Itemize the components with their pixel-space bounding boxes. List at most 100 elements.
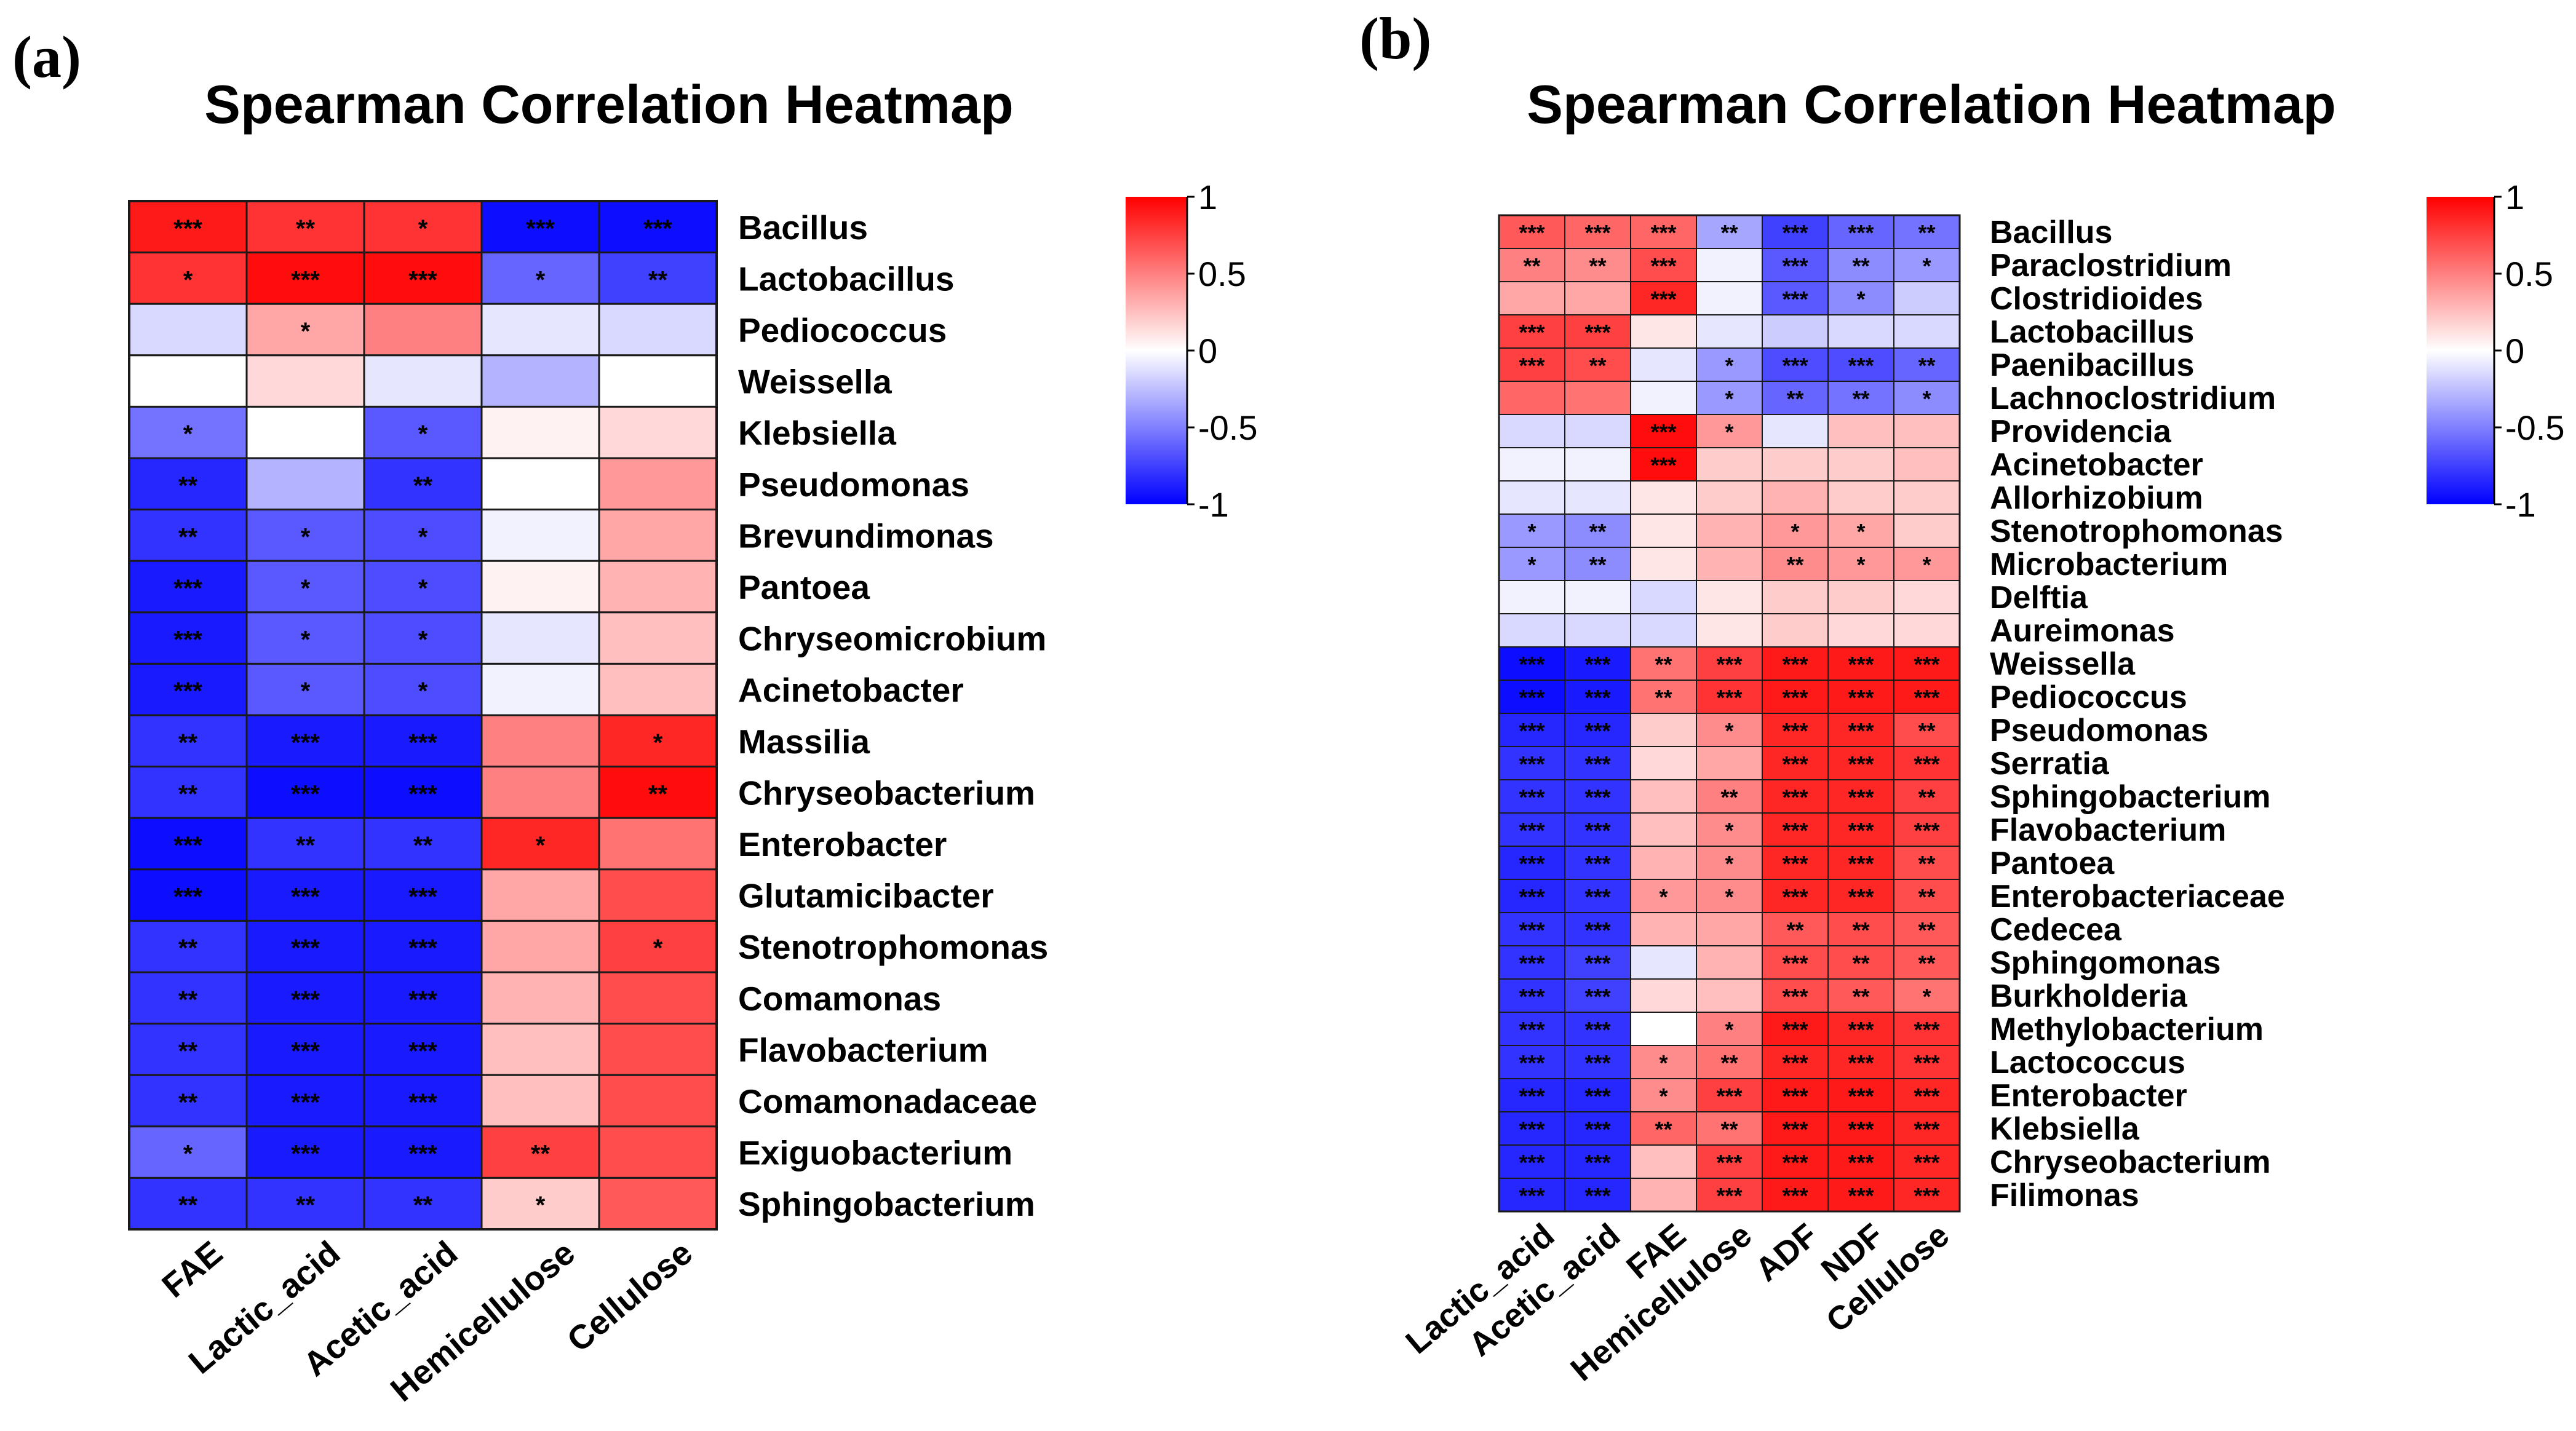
significance-mark: * xyxy=(301,523,311,550)
heatmap-cell xyxy=(1498,1111,1565,1146)
row-label: Comamonas xyxy=(738,980,941,1018)
significance-mark: *** xyxy=(1848,1084,1874,1109)
heatmap-cell xyxy=(1630,613,1697,648)
significance-mark: *** xyxy=(1848,1183,1874,1208)
heatmap-cell xyxy=(245,1023,365,1076)
significance-mark: ** xyxy=(1852,386,1869,411)
row-label: Pseudomonas xyxy=(1990,713,2208,748)
heatmap-cell xyxy=(598,405,718,459)
heatmap-cell xyxy=(1564,547,1631,581)
significance-mark: * xyxy=(183,266,193,293)
significance-mark: *** xyxy=(1584,685,1610,710)
colorbar-tick-label: 0 xyxy=(1198,331,1217,370)
heatmap-cell xyxy=(1827,812,1894,847)
heatmap-cell xyxy=(1696,1012,1763,1046)
heatmap-cell xyxy=(1893,414,1960,448)
heatmap-cell xyxy=(1630,646,1697,681)
heatmap-cell xyxy=(1696,480,1763,515)
significance-mark: *** xyxy=(408,729,437,756)
significance-mark: * xyxy=(1725,718,1733,743)
heatmap-cell xyxy=(1630,314,1697,349)
significance-mark: * xyxy=(418,421,428,448)
heatmap-cell xyxy=(1696,381,1763,415)
heatmap-cell xyxy=(1762,646,1829,681)
row-label: Glutamicibacter xyxy=(738,877,994,915)
heatmap-cell xyxy=(128,1125,248,1179)
row-label: Serratia xyxy=(1990,746,2110,782)
significance-mark: *** xyxy=(291,1089,320,1116)
significance-mark: *** xyxy=(1848,220,1874,245)
heatmap-cell xyxy=(1827,414,1894,448)
significance-mark: *** xyxy=(1914,652,1939,677)
heatmap-cell xyxy=(1893,912,1960,946)
heatmap-cell xyxy=(1564,314,1631,349)
significance-mark: *** xyxy=(1584,818,1610,843)
significance-mark: *** xyxy=(1716,652,1742,677)
heatmap-cell xyxy=(1498,447,1565,482)
significance-mark: *** xyxy=(1650,419,1676,445)
heatmap-cell xyxy=(1893,314,1960,349)
heatmap-cell xyxy=(1696,613,1763,648)
heatmap-cell xyxy=(1564,480,1631,515)
heatmap-cell xyxy=(480,560,600,614)
heatmap-cell xyxy=(1827,1111,1894,1146)
significance-mark: * xyxy=(1659,1084,1668,1109)
significance-mark: * xyxy=(1527,552,1536,577)
row-label: Stenotrophomonas xyxy=(1990,513,2283,549)
significance-mark: *** xyxy=(1848,353,1874,378)
heatmap-cell xyxy=(1630,812,1697,847)
significance-mark: *** xyxy=(1848,751,1874,777)
heatmap-cell xyxy=(1630,414,1697,448)
significance-mark: ** xyxy=(1655,1117,1672,1142)
row-label: Klebsiella xyxy=(1990,1111,2140,1147)
heatmap-cell xyxy=(363,252,483,305)
row-label: Paenibacillus xyxy=(1990,347,2194,383)
row-label: Klebsiella xyxy=(738,414,896,452)
significance-mark: *** xyxy=(291,986,320,1013)
significance-mark: *** xyxy=(1519,1017,1544,1042)
significance-mark: *** xyxy=(1782,1183,1808,1208)
heatmap-cell xyxy=(1498,846,1565,880)
panel-b-label: (b) xyxy=(1359,6,1431,71)
colorbar-tick-label: 0.5 xyxy=(2505,255,2553,293)
heatmap-cell xyxy=(598,560,718,614)
significance-mark: *** xyxy=(1914,818,1939,843)
significance-mark: *** xyxy=(1782,718,1808,743)
significance-mark: *** xyxy=(173,678,202,705)
significance-mark: *** xyxy=(1584,1017,1610,1042)
significance-mark: *** xyxy=(1519,851,1544,876)
heatmap-cell xyxy=(1630,779,1697,814)
row-label: Weissella xyxy=(1990,646,2136,682)
significance-mark: *** xyxy=(1584,652,1610,677)
significance-mark: *** xyxy=(1782,785,1808,810)
heatmap-cell xyxy=(598,303,718,357)
significance-mark: ** xyxy=(1786,918,1803,943)
significance-mark: ** xyxy=(178,1037,198,1064)
heatmap-cell xyxy=(1893,480,1960,515)
significance-mark: *** xyxy=(1782,851,1808,876)
heatmap-cell xyxy=(1564,978,1631,1013)
heatmap-cell xyxy=(1630,1111,1697,1146)
colorbar-tick-label: -1 xyxy=(2505,485,2536,524)
row-label: Flavobacterium xyxy=(1990,812,2226,848)
heatmap-cell xyxy=(1630,1045,1697,1079)
heatmap-cell xyxy=(1827,846,1894,880)
heatmap-cell xyxy=(245,1176,365,1231)
heatmap-cell xyxy=(1498,746,1565,780)
heatmap-cell xyxy=(480,457,600,511)
row-label: Sphingobacterium xyxy=(1990,779,2270,815)
significance-mark: ** xyxy=(1589,253,1606,279)
heatmap-cell xyxy=(1827,646,1894,681)
significance-mark: * xyxy=(653,935,663,962)
significance-mark: ** xyxy=(178,1089,198,1116)
colorbar-gradient xyxy=(1126,197,1187,504)
heatmap-cell xyxy=(1498,978,1565,1013)
significance-mark: * xyxy=(1922,552,1931,577)
row-label: Comamonadaceae xyxy=(738,1082,1037,1120)
row-label: Sphingomonas xyxy=(1990,945,2221,981)
heatmap-cell xyxy=(1827,746,1894,780)
significance-mark: ** xyxy=(1918,918,1935,943)
heatmap-cell xyxy=(1630,580,1697,614)
heatmap-cell xyxy=(1827,480,1894,515)
heatmap-cell xyxy=(1893,1012,1960,1046)
